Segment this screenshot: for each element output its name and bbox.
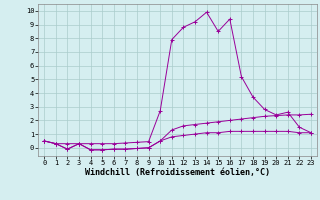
X-axis label: Windchill (Refroidissement éolien,°C): Windchill (Refroidissement éolien,°C) (85, 168, 270, 177)
